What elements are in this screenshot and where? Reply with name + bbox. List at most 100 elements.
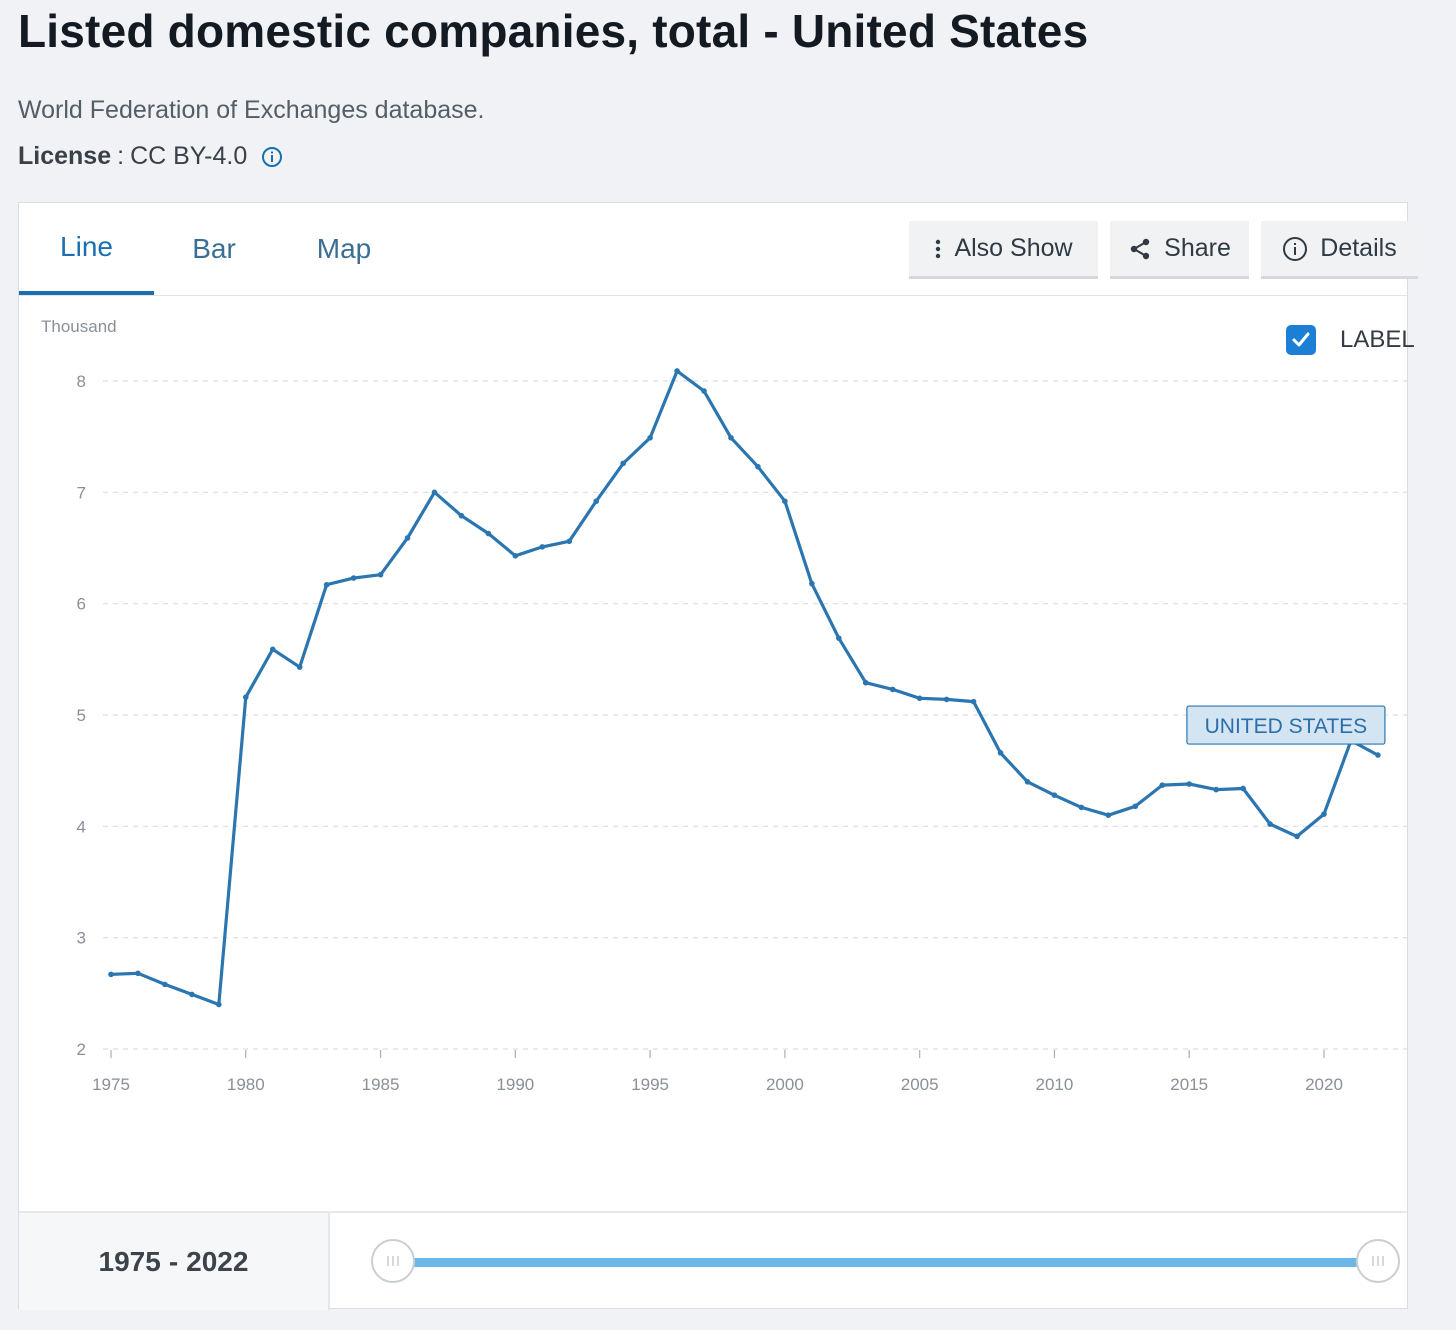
data-point <box>269 646 276 653</box>
data-point <box>1375 752 1381 758</box>
data-point <box>1321 811 1327 817</box>
data-point <box>458 512 465 519</box>
data-point <box>296 664 303 670</box>
data-point <box>162 981 168 988</box>
y-tick-label: 2 <box>77 1040 86 1059</box>
data-point <box>1132 803 1139 810</box>
y-tick-label: 3 <box>77 929 86 948</box>
info-circle-icon <box>1282 236 1308 262</box>
range-start: 1975 <box>98 1245 161 1277</box>
x-tick-label: 1995 <box>631 1075 669 1094</box>
data-point <box>728 434 734 441</box>
x-tick-label: 1980 <box>227 1075 265 1094</box>
data-point <box>1186 781 1193 787</box>
x-tick-label: 1985 <box>362 1075 400 1094</box>
data-point <box>970 698 977 705</box>
range-slider-track[interactable] <box>393 1258 1379 1267</box>
data-point <box>889 686 896 693</box>
license-label: License <box>18 142 112 170</box>
details-label: Details <box>1320 234 1397 262</box>
chart-card: Line Bar Map Also Show Share <box>18 202 1418 1310</box>
x-tick-label: 1975 <box>92 1075 130 1094</box>
label-checkbox[interactable] <box>1286 325 1316 355</box>
data-point <box>1105 812 1112 818</box>
data-point <box>647 434 653 441</box>
data-point <box>566 538 573 545</box>
data-point <box>1294 833 1300 840</box>
data-point <box>1240 785 1246 792</box>
share-label: Share <box>1164 234 1231 262</box>
data-point <box>431 489 438 496</box>
info-icon[interactable] <box>261 146 283 168</box>
grip-icon <box>387 1256 399 1266</box>
license-separator: : <box>117 142 125 170</box>
range-slider-start-handle[interactable] <box>371 1239 415 1283</box>
tab-map[interactable]: Map <box>316 233 372 264</box>
x-tick-label: 2020 <box>1305 1075 1343 1094</box>
data-point <box>836 635 842 641</box>
series-label: UNITED STATES <box>1205 715 1368 738</box>
page-title: Listed domestic companies, total - Unite… <box>18 5 1089 57</box>
tab-line[interactable]: Line <box>19 203 154 295</box>
data-point <box>1213 786 1219 793</box>
data-point <box>1024 779 1031 785</box>
y-axis-title: Thousand <box>41 317 117 336</box>
y-tick-label: 7 <box>77 483 86 502</box>
data-point <box>377 571 384 578</box>
x-tick-label: 1990 <box>496 1075 534 1094</box>
y-tick-label: 8 <box>77 372 86 391</box>
series-label-box <box>1186 705 1386 745</box>
data-point <box>242 694 249 700</box>
data-point <box>404 535 411 541</box>
data-point <box>916 695 923 702</box>
data-point <box>1078 804 1085 811</box>
checkmark-icon <box>1292 332 1310 347</box>
footer-divider <box>19 1211 1407 1213</box>
series-line <box>110 369 1379 1007</box>
data-point <box>1159 782 1166 788</box>
vertical-dots-icon <box>934 238 942 260</box>
y-tick-label: 6 <box>77 595 86 614</box>
tab-bar[interactable]: Bar <box>192 233 236 264</box>
data-point <box>782 498 788 505</box>
data-point <box>189 991 195 998</box>
source-text: World Federation of Exchanges database. <box>18 96 485 124</box>
share-button[interactable]: Share <box>1110 221 1249 279</box>
also-show-label: Also Show <box>954 234 1073 262</box>
license-line: License : CC BY-4.0 <box>18 142 283 171</box>
y-tick-label: 4 <box>77 817 86 836</box>
data-point <box>809 580 815 587</box>
data-point <box>1267 821 1273 827</box>
x-tick-label: 2000 <box>766 1075 804 1094</box>
details-button[interactable]: Details <box>1261 221 1418 279</box>
also-show-button[interactable]: Also Show <box>909 221 1098 279</box>
range-slider-end-handle[interactable] <box>1356 1239 1400 1283</box>
line-chart: Thousand 2 3 4 5 6 7 8 1975 1980 1985 1990 1995 2000 2… <box>41 317 1407 1094</box>
data-point <box>943 696 950 703</box>
data-point <box>593 498 599 505</box>
data-point <box>539 544 546 550</box>
y-tick-label: 5 <box>77 706 86 725</box>
year-range-display: 1975 - 2022 <box>19 1213 330 1310</box>
data-point <box>1051 792 1058 798</box>
tabs-divider <box>19 295 1407 296</box>
x-tick-label: 2005 <box>901 1075 939 1094</box>
data-point <box>216 1001 222 1008</box>
data-point <box>997 750 1004 756</box>
data-point <box>323 581 330 588</box>
data-point <box>135 970 141 977</box>
label-toggle-text: LABEL <box>1340 326 1415 353</box>
data-point <box>350 575 357 581</box>
range-end: 2022 <box>186 1245 249 1277</box>
x-tick-label: 2015 <box>1170 1075 1208 1094</box>
data-point <box>701 388 707 394</box>
share-icon <box>1128 237 1152 261</box>
data-point <box>620 460 626 467</box>
grip-icon <box>1372 1256 1384 1266</box>
data-point <box>755 463 761 470</box>
data-point <box>862 679 869 686</box>
label-toggle[interactable]: LABEL <box>1286 325 1415 355</box>
data-point <box>512 552 519 559</box>
data-point <box>485 530 492 537</box>
license-value: CC BY-4.0 <box>130 142 248 170</box>
